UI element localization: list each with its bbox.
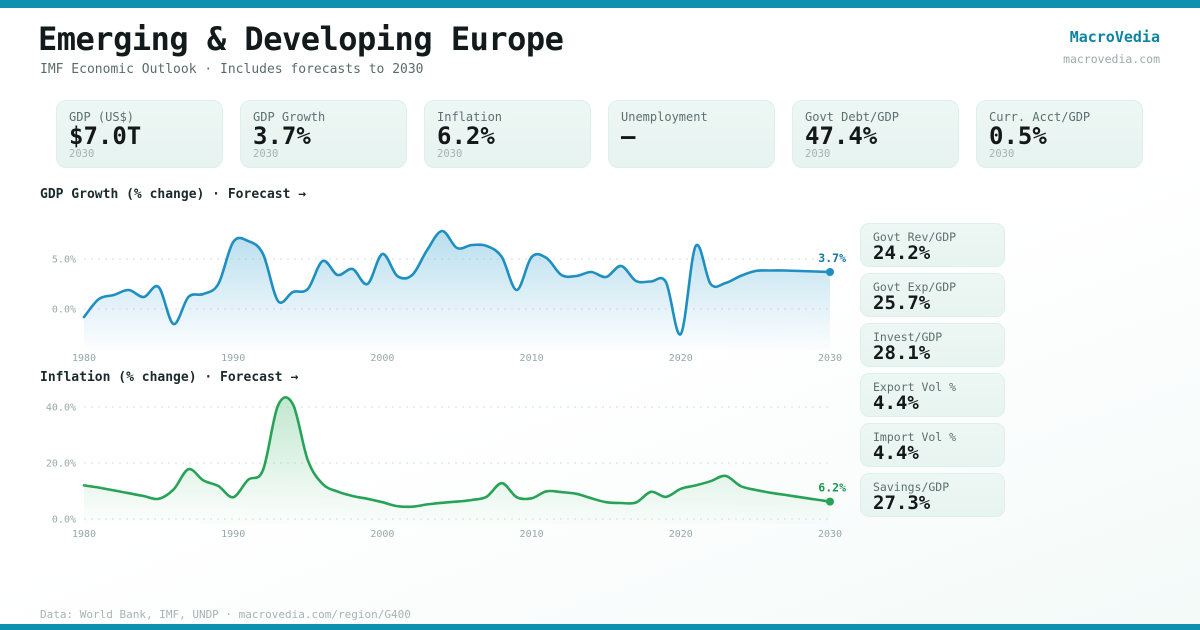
svg-text:2010: 2010 xyxy=(520,529,544,540)
svg-text:2000: 2000 xyxy=(370,353,394,364)
side-stat-label: Savings/GDP xyxy=(873,480,950,494)
side-stat-savings: Savings/GDP 27.3% xyxy=(860,473,1005,517)
brand-block: MacroVedia macrovedia.com xyxy=(1063,28,1160,66)
side-stat-invest: Invest/GDP 28.1% xyxy=(860,323,1005,367)
stat-value: $7.0T xyxy=(69,122,142,150)
stat-value: — xyxy=(621,122,636,150)
svg-text:1990: 1990 xyxy=(221,353,245,364)
side-stat-import-vol: Import Vol % 4.4% xyxy=(860,423,1005,467)
side-stat-value: 28.1% xyxy=(873,342,931,364)
brand-url: macrovedia.com xyxy=(1063,52,1160,66)
side-stat-label: Import Vol % xyxy=(873,430,957,444)
stat-label: GDP Growth xyxy=(253,110,326,124)
svg-text:2020: 2020 xyxy=(669,529,693,540)
side-stat-govt-rev: Govt Rev/GDP 24.2% xyxy=(860,223,1005,267)
svg-text:2030: 2030 xyxy=(818,353,842,364)
stat-year: 2030 xyxy=(805,148,831,160)
side-stat-value: 24.2% xyxy=(873,242,931,264)
stat-label: Curr. Acct/GDP xyxy=(989,110,1091,124)
side-stats-column: Govt Rev/GDP 24.2% Govt Exp/GDP 25.7% In… xyxy=(860,223,1005,523)
stat-value: 47.4% xyxy=(805,122,878,150)
side-stat-govt-exp: Govt Exp/GDP 25.7% xyxy=(860,273,1005,317)
svg-text:0.0%: 0.0% xyxy=(52,515,76,526)
svg-text:1980: 1980 xyxy=(72,529,96,540)
stat-label: Inflation xyxy=(437,110,503,124)
svg-text:1980: 1980 xyxy=(72,353,96,364)
side-stat-value: 4.4% xyxy=(873,442,919,464)
stat-card-gdp-growth: GDP Growth 3.7% 2030 xyxy=(240,100,407,168)
gdp-growth-chart: 5.0% 0.0% 1980 1990 2000 2010 2020 2030 3.7% xyxy=(52,229,846,364)
side-stat-value: 27.3% xyxy=(873,492,931,514)
gdp-chart-title: GDP Growth (% change) · Forecast → xyxy=(40,187,307,202)
svg-text:0.0%: 0.0% xyxy=(52,305,76,316)
stat-value: 3.7% xyxy=(253,122,311,150)
inflation-chart-title: Inflation (% change) · Forecast → xyxy=(40,370,299,385)
stat-value: 6.2% xyxy=(437,122,495,150)
bottom-accent-bar xyxy=(0,624,1200,630)
footer-source-text: Data: World Bank, IMF, UNDP · macrovedia… xyxy=(40,608,411,621)
side-stat-label: Export Vol % xyxy=(873,380,957,394)
stat-cards-row: GDP (US$) $7.0T 2030 GDP Growth 3.7% 203… xyxy=(56,100,1144,168)
side-stat-value: 4.4% xyxy=(873,392,919,414)
side-stat-label: Invest/GDP xyxy=(873,330,943,344)
top-accent-bar xyxy=(0,0,1200,8)
svg-text:1990: 1990 xyxy=(221,529,245,540)
side-stat-export-vol: Export Vol % 4.4% xyxy=(860,373,1005,417)
stat-year: 2030 xyxy=(69,148,95,160)
svg-text:2020: 2020 xyxy=(669,353,693,364)
page-subtitle: IMF Economic Outlook · Includes forecast… xyxy=(40,62,424,77)
svg-text:20.0%: 20.0% xyxy=(46,459,76,470)
svg-text:6.2%: 6.2% xyxy=(818,481,846,495)
side-stat-label: Govt Exp/GDP xyxy=(873,280,957,294)
svg-text:40.0%: 40.0% xyxy=(46,403,76,414)
svg-text:5.0%: 5.0% xyxy=(52,255,76,266)
inflation-chart: 40.0% 20.0% 0.0% 1980 1990 2000 2010 2020 2030 6.… xyxy=(46,396,846,540)
brand-name: MacroVedia xyxy=(1069,28,1160,46)
page-title: Emerging & Developing Europe xyxy=(38,20,564,58)
stat-year: 2030 xyxy=(989,148,1015,160)
stat-card-unemployment: Unemployment — xyxy=(608,100,775,168)
stat-value: 0.5% xyxy=(989,122,1047,150)
stat-label: GDP (US$) xyxy=(69,110,135,124)
stat-card-gdp: GDP (US$) $7.0T 2030 xyxy=(56,100,223,168)
stat-year: 2030 xyxy=(437,148,463,160)
stat-year xyxy=(621,148,762,160)
svg-text:3.7%: 3.7% xyxy=(818,251,846,265)
svg-text:2030: 2030 xyxy=(818,529,842,540)
stat-label: Govt Debt/GDP xyxy=(805,110,899,124)
stat-card-govt-debt: Govt Debt/GDP 47.4% 2030 xyxy=(792,100,959,168)
side-stat-label: Govt Rev/GDP xyxy=(873,230,957,244)
side-stat-value: 25.7% xyxy=(873,292,931,314)
stat-year: 2030 xyxy=(253,148,279,160)
svg-text:2000: 2000 xyxy=(370,529,394,540)
stat-label: Unemployment xyxy=(621,110,708,124)
stat-card-current-account: Curr. Acct/GDP 0.5% 2030 xyxy=(976,100,1143,168)
svg-text:2010: 2010 xyxy=(520,353,544,364)
stat-card-inflation: Inflation 6.2% 2030 xyxy=(424,100,591,168)
